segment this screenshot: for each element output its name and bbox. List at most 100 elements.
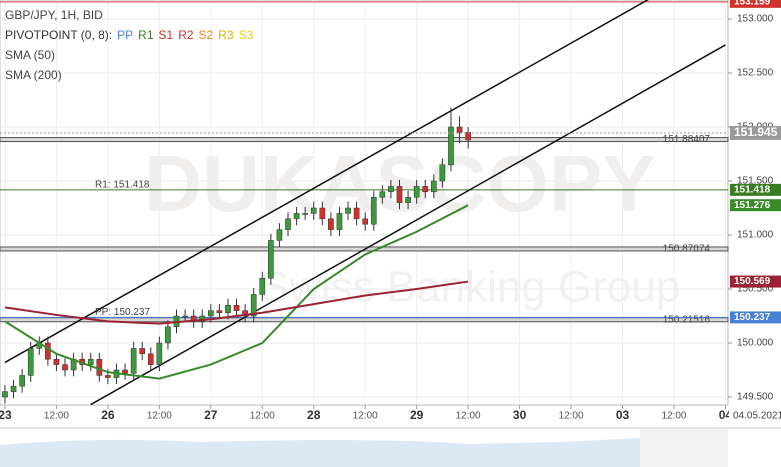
plot-area [0, 0, 729, 406]
candle-body [199, 315, 206, 322]
price-box-label: 151.945 [734, 125, 778, 139]
candle-body [293, 213, 300, 220]
candle-body [379, 191, 386, 198]
candle-body [165, 326, 171, 344]
candle-body [422, 186, 429, 193]
x-tick-label: 23 [0, 408, 12, 422]
candle-body [456, 126, 463, 133]
hline-label: 151.88407 [663, 134, 711, 145]
candle-body [448, 126, 454, 166]
candle-body [122, 369, 128, 374]
candle-body [396, 186, 403, 203]
legend-title: GBP/JPY, 1H, BID [5, 8, 103, 22]
legend-item: PIVOTPOINT (0, 8): [5, 28, 112, 42]
y-tick-label: 151.000 [737, 230, 774, 241]
candle-body [53, 358, 60, 365]
x-tick-label: 12:00 [456, 411, 481, 422]
y-tick-label: 149.500 [737, 392, 774, 403]
x-tick-label: 03 [616, 408, 630, 422]
x-tick-label: 12:00 [250, 411, 275, 422]
x-tick-label: 26 [101, 408, 115, 422]
candle-body [302, 213, 308, 215]
candle-body [259, 277, 266, 295]
date-label: 04.05.2021 [733, 411, 781, 422]
hline [0, 137, 729, 143]
hline-label: 150.87074 [663, 244, 711, 255]
price-box-label: 151.276 [734, 200, 771, 211]
y-tick-label: 151.500 [737, 176, 774, 187]
candle-body [370, 196, 377, 225]
candle-body [362, 218, 369, 225]
candle-body [10, 385, 17, 392]
price-box-label: 150.569 [734, 276, 771, 287]
candle-body [268, 240, 274, 279]
legend-item: PP [117, 28, 133, 42]
legend-item: R2 [178, 28, 194, 42]
sma-line [4, 204, 469, 380]
candle-body [242, 310, 248, 317]
candle-body [105, 375, 111, 378]
candle-body [156, 342, 163, 365]
candle-body [207, 310, 214, 317]
price-box [730, 183, 781, 196]
hline-label: 150.21516 [663, 314, 711, 325]
price-box [730, 125, 781, 140]
candle-body [250, 294, 257, 317]
candle-body [2, 391, 8, 398]
price-box [730, 311, 781, 324]
watermark: Swiss Banking Group [260, 263, 681, 312]
candle-body [62, 364, 68, 371]
candle-body [345, 207, 351, 214]
candle-body [276, 229, 283, 241]
candle-body [27, 348, 34, 376]
price-box [730, 199, 781, 212]
candle-body [319, 207, 326, 220]
pivot-label: R1: 151.418 [95, 180, 150, 191]
candle-body [216, 310, 223, 314]
candle-body [328, 218, 334, 230]
legend-item: S3 [239, 28, 254, 42]
candle-body [430, 180, 437, 193]
y-tick-label: 150.500 [737, 284, 774, 295]
candle-body [310, 207, 317, 214]
candle-body [130, 348, 137, 374]
pivot-label: R2: 153.159 [95, 0, 150, 2]
candle-body [182, 315, 188, 318]
candle-body [139, 348, 146, 355]
legend-pivot: PIVOTPOINT (0, 8): PP R1 S1 R2 S2 R3 S3 [5, 28, 254, 42]
candle-body [465, 132, 471, 141]
x-tick-label: 12:00 [44, 411, 69, 422]
sma-line [4, 280, 469, 325]
x-tick-label: 30 [513, 408, 527, 422]
x-tick-label: 12:00 [353, 411, 378, 422]
price-box [730, 0, 781, 8]
trend-line [90, 44, 726, 406]
price-box-label: 153.159 [734, 0, 771, 7]
x-tick-label: 27 [204, 408, 218, 422]
y-tick-label: 153.000 [737, 14, 774, 25]
x-tick-label: 29 [410, 408, 424, 422]
legend-item: R3 [218, 28, 234, 42]
candle-body [225, 304, 231, 314]
candle-body [147, 353, 154, 365]
x-tick-label: 28 [307, 408, 321, 422]
candle-body [336, 213, 343, 230]
candle-body [388, 186, 394, 193]
legend-item: S2 [199, 28, 214, 42]
y-tick-label: 152.500 [737, 68, 774, 79]
date-box [729, 410, 781, 423]
candle-body [96, 358, 103, 376]
x-tick-label: 12:00 [147, 411, 172, 422]
trend-line [4, 0, 649, 364]
navigator-empty [640, 428, 728, 467]
x-tick-label: 12:00 [559, 411, 584, 422]
price-box [730, 275, 781, 288]
candle-body [439, 164, 446, 182]
candle-body [405, 196, 411, 203]
candle-body [233, 304, 240, 311]
price-box-label: 150.237 [734, 312, 771, 323]
candle-body [19, 375, 25, 387]
navigator [0, 438, 640, 467]
candle-body [413, 186, 420, 198]
candle-body [87, 358, 94, 365]
